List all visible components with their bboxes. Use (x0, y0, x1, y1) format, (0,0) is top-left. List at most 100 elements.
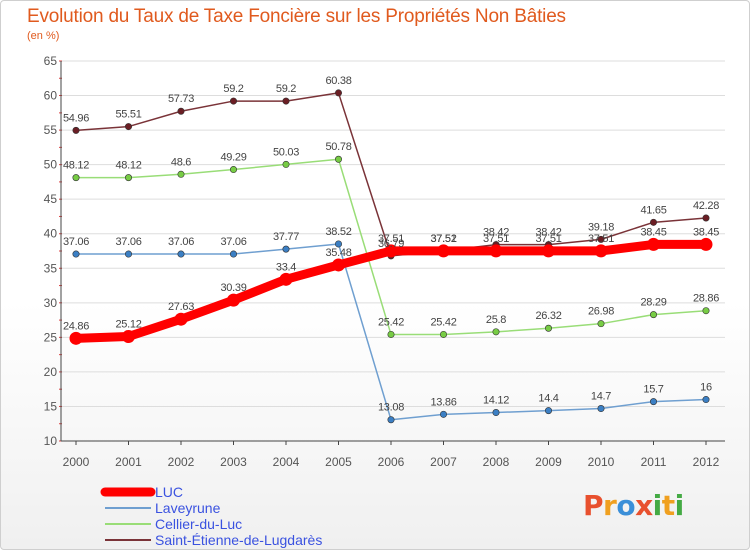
data-label: 35.48 (325, 247, 351, 259)
x-tick-label: 2012 (693, 455, 720, 469)
data-point (439, 410, 447, 418)
data-point (492, 409, 500, 417)
x-tick-label: 2010 (588, 455, 615, 469)
data-label: 57.73 (168, 93, 194, 105)
data-label: 38.42 (535, 227, 561, 239)
y-tick-label: 65 (44, 54, 58, 68)
data-point (439, 330, 447, 338)
y-tick-label: 15 (44, 399, 58, 413)
data-label: 14.12 (483, 395, 509, 407)
data-point (649, 218, 657, 226)
data-label: 33.4 (276, 261, 296, 273)
data-label: 37.06 (168, 236, 194, 248)
data-label: 26.98 (588, 306, 614, 318)
data-point (279, 272, 293, 286)
data-label: 42.28 (693, 200, 719, 212)
data-label: 59.2 (223, 83, 243, 95)
x-tick-label: 2008 (483, 455, 510, 469)
data-label: 27.63 (168, 301, 194, 313)
chart-title: Evolution du Taux de Taxe Foncière sur l… (27, 6, 566, 27)
data-label: 28.86 (693, 293, 719, 305)
data-label: 25.12 (115, 319, 141, 331)
data-point (334, 155, 342, 163)
data-label: 38.42 (483, 227, 509, 239)
logo-letter: x (635, 489, 653, 522)
data-label: 49.29 (220, 152, 246, 164)
data-point (177, 170, 185, 178)
y-tick-label: 20 (44, 365, 58, 379)
logo-letter: i (674, 489, 685, 522)
legend-label: LUC (155, 484, 183, 500)
data-label: 38.45 (693, 226, 719, 238)
data-label: 60.38 (325, 75, 351, 87)
y-axis-unit-label: (en %) (27, 30, 60, 42)
data-point (649, 311, 657, 319)
logo-letter: P (583, 489, 604, 522)
data-point (492, 328, 500, 336)
data-point (125, 174, 133, 182)
data-point (387, 416, 395, 424)
data-point (334, 240, 342, 248)
data-point (122, 330, 135, 344)
data-point (72, 250, 80, 258)
data-point (282, 160, 290, 168)
data-label: 50.78 (325, 141, 351, 153)
data-label: 36.79 (378, 238, 404, 250)
data-point (544, 407, 552, 415)
data-label: 37.06 (63, 236, 89, 248)
x-tick-label: 2006 (378, 455, 405, 469)
data-label: 37.06 (220, 236, 246, 248)
data-label: 16 (700, 382, 712, 394)
logo-letter: i (652, 489, 663, 522)
y-tick-label: 40 (44, 227, 58, 241)
data-label: 37.52 (430, 233, 456, 245)
legend-label: Laveyrune (155, 500, 221, 516)
data-label: 48.12 (115, 160, 141, 172)
data-label: 30.39 (220, 282, 246, 294)
data-label: 28.29 (640, 297, 666, 309)
data-point (702, 307, 710, 315)
logo-letter: t (661, 489, 675, 522)
data-point (597, 405, 605, 413)
data-point (544, 324, 552, 332)
data-label: 13.08 (378, 402, 404, 414)
data-point (332, 258, 345, 272)
data-point (437, 244, 450, 258)
data-label: 41.65 (640, 204, 666, 216)
x-tick-label: 2004 (273, 455, 300, 469)
data-point (230, 166, 238, 174)
data-label: 13.86 (430, 396, 456, 408)
x-tick-label: 2005 (325, 455, 352, 469)
data-label: 54.96 (63, 112, 89, 124)
x-tick-label: 2007 (430, 455, 457, 469)
data-label: 38.52 (325, 226, 351, 238)
data-point (699, 237, 713, 251)
data-point (230, 250, 238, 258)
data-label: 37.77 (273, 231, 299, 243)
y-tick-label: 60 (44, 89, 58, 103)
x-tick-label: 2000 (63, 455, 90, 469)
data-label: 59.2 (276, 83, 296, 95)
x-tick-label: 2001 (115, 455, 142, 469)
data-point (230, 97, 238, 105)
data-point (594, 244, 608, 258)
data-label: 48.12 (63, 160, 89, 172)
data-point (384, 244, 398, 258)
data-point (177, 107, 185, 115)
data-label: 37.51 (430, 233, 456, 245)
data-label: 37.51 (535, 233, 561, 245)
data-point (489, 244, 503, 258)
data-point (702, 396, 710, 404)
x-tick-label: 2009 (535, 455, 562, 469)
logo-letter: r (603, 489, 617, 522)
logo-letter: o (616, 489, 636, 522)
data-label: 55.51 (115, 109, 141, 121)
data-label: 37.06 (115, 236, 141, 248)
x-tick-label: 2003 (220, 455, 247, 469)
data-label: 48.6 (171, 156, 191, 168)
data-point (72, 126, 80, 134)
data-label: 25.42 (430, 316, 456, 328)
data-point (72, 174, 80, 182)
data-label: 14.7 (591, 391, 611, 403)
